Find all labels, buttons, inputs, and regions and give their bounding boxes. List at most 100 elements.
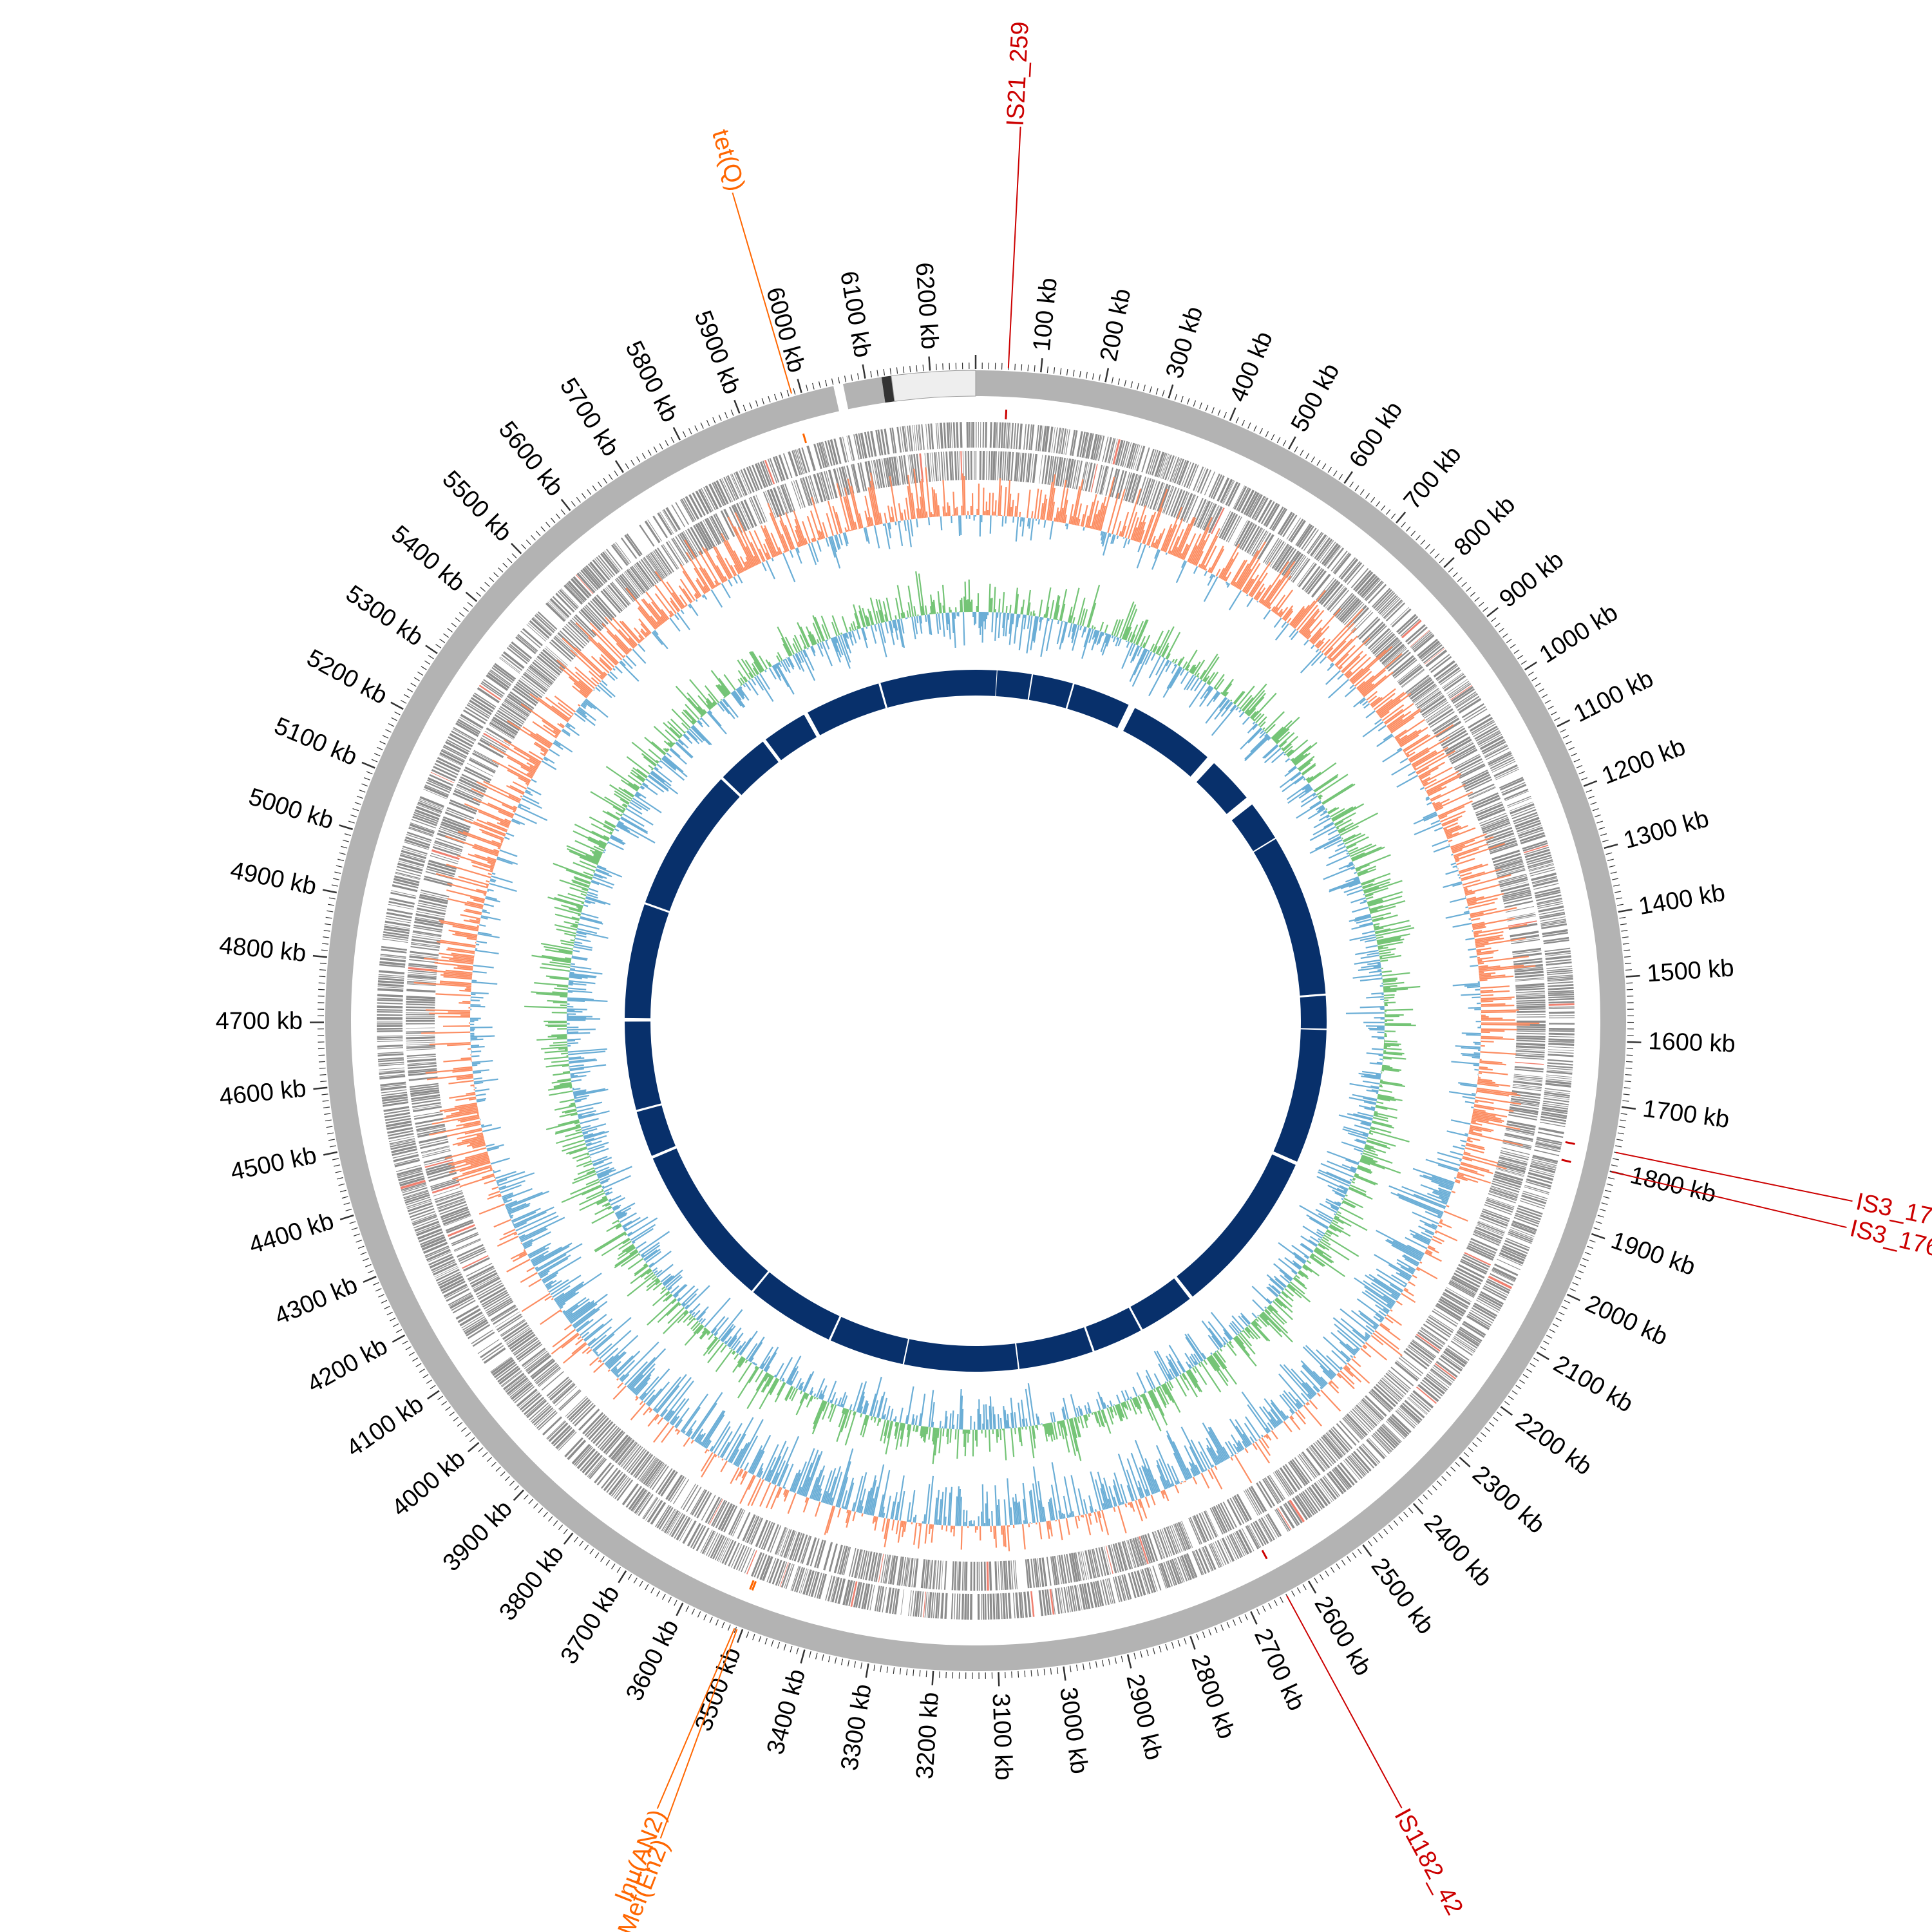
cds-forward-feature <box>384 923 410 929</box>
cds-forward-feature <box>708 484 723 508</box>
cds-reverse-feature <box>1173 1524 1185 1551</box>
gc-content-bar <box>1160 1490 1165 1499</box>
gc-content-bar <box>1070 1475 1081 1516</box>
cds-forward-feature <box>382 938 408 943</box>
cds-reverse-feature <box>799 478 810 506</box>
cds-reverse-feature <box>694 1491 710 1517</box>
cds-forward-feature <box>380 955 406 959</box>
cds-reverse-feature <box>813 473 824 502</box>
gc-content-bar <box>482 911 490 914</box>
cds-forward-feature <box>1428 654 1450 671</box>
gc-content-bar <box>985 1503 987 1526</box>
gc-content-bar <box>841 1490 848 1509</box>
cds-forward-feature <box>1086 1582 1094 1609</box>
cds-forward-feature <box>471 1329 493 1345</box>
gc-content-bar <box>1437 800 1473 817</box>
gc-content-bar <box>1226 582 1229 586</box>
tick-label: 2900 kb <box>1121 1672 1167 1763</box>
cds-forward-feature <box>1316 1481 1332 1502</box>
gc-content-bar <box>1095 1479 1104 1510</box>
cds-forward-feature <box>594 1462 612 1484</box>
gc-content-bar <box>1401 1186 1447 1205</box>
cds-forward-feature <box>1046 1589 1052 1615</box>
gc-content-bar <box>1460 1139 1467 1143</box>
gc-content-bar <box>469 896 485 902</box>
gc-content-bar <box>1352 668 1370 685</box>
minor-tick <box>502 562 508 568</box>
minor-tick <box>1276 437 1281 444</box>
cds-reverse-feature <box>419 1135 448 1144</box>
cds-forward-feature <box>1320 542 1336 564</box>
cds-forward-feature <box>822 441 830 467</box>
gc-content-bar <box>621 1374 630 1383</box>
cds-forward-feature <box>379 961 406 966</box>
cds-forward-feature <box>588 1457 606 1478</box>
cds-reverse-feature <box>1408 679 1433 697</box>
minor-tick <box>371 759 378 762</box>
cds-reverse-feature <box>1220 1502 1235 1530</box>
gc-content-bar <box>897 1520 902 1543</box>
tick-label: 5100 kb <box>270 712 361 771</box>
tick-label: 3700 kb <box>556 1581 625 1669</box>
cds-forward-feature <box>1449 683 1472 699</box>
gc-content-bar <box>1249 1436 1255 1443</box>
cds-reverse-feature <box>1171 1524 1183 1553</box>
minor-tick <box>1165 1643 1168 1651</box>
gc-content-bar <box>1003 486 1007 516</box>
gc-content-bar <box>741 1470 747 1479</box>
gc-content-bar <box>1350 1310 1377 1331</box>
cds-reverse-feature <box>701 1495 716 1521</box>
minor-tick <box>482 1452 488 1457</box>
gc-content-bar <box>1433 1190 1450 1198</box>
gc-content-bar <box>1356 1348 1359 1352</box>
cds-forward-feature <box>1402 1402 1423 1421</box>
cds-reverse-feature <box>1211 507 1225 535</box>
cds-forward-feature <box>433 766 457 779</box>
minor-tick <box>401 699 407 704</box>
gc-content-bar <box>1010 506 1012 516</box>
cds-forward-feature <box>516 1388 538 1407</box>
cds-forward-feature <box>377 1052 404 1054</box>
cds-reverse-feature <box>849 1548 857 1577</box>
cds-forward-feature <box>1548 1051 1574 1054</box>
cds-forward-feature <box>845 1580 853 1606</box>
cds-reverse-feature <box>602 589 623 612</box>
gc-content-bar <box>469 919 480 923</box>
cds-forward-feature <box>1548 990 1574 993</box>
cds-forward-feature <box>1523 844 1549 854</box>
gc-content-bar <box>641 1368 670 1401</box>
cds-forward-feature <box>387 1127 413 1134</box>
gc-content-bar <box>469 1139 485 1145</box>
minor-tick <box>633 1577 638 1584</box>
cds-reverse-feature <box>1128 473 1139 502</box>
cds-reverse-feature <box>1099 466 1108 495</box>
cds-reverse-feature <box>983 1561 987 1591</box>
cds-forward-feature <box>1421 644 1443 662</box>
minor-tick <box>909 366 911 373</box>
cds-forward-feature <box>679 499 694 523</box>
gc-content-bar <box>1293 600 1316 629</box>
gc-content-bar <box>497 1172 535 1187</box>
cds-forward-feature <box>923 1591 927 1618</box>
cds-reverse-feature <box>1137 1537 1147 1565</box>
cds-reverse-feature <box>1502 894 1532 902</box>
cds-reverse-feature <box>1184 495 1197 522</box>
cds-reverse-feature <box>407 1061 437 1065</box>
cds-forward-feature <box>1007 422 1010 449</box>
gc-content-bar <box>1340 1370 1355 1385</box>
cds-reverse-feature <box>430 853 459 862</box>
minor-tick <box>743 404 746 412</box>
gc-content-bar <box>837 1508 842 1518</box>
cds-reverse-feature <box>1508 1113 1537 1121</box>
cds-reverse-feature <box>838 1546 848 1575</box>
cds-forward-feature <box>1114 1576 1122 1602</box>
cds-forward-feature <box>943 422 947 449</box>
gc-content-bar <box>476 1099 486 1103</box>
minor-tick <box>1121 1656 1124 1663</box>
gc-content-bar <box>1305 1403 1309 1406</box>
cds-reverse-feature <box>1308 1446 1327 1470</box>
gc-content-bar <box>1357 675 1374 690</box>
gc-content-bar <box>486 1143 495 1148</box>
cds-reverse-feature <box>412 932 442 938</box>
cds-forward-feature <box>1428 1371 1450 1388</box>
